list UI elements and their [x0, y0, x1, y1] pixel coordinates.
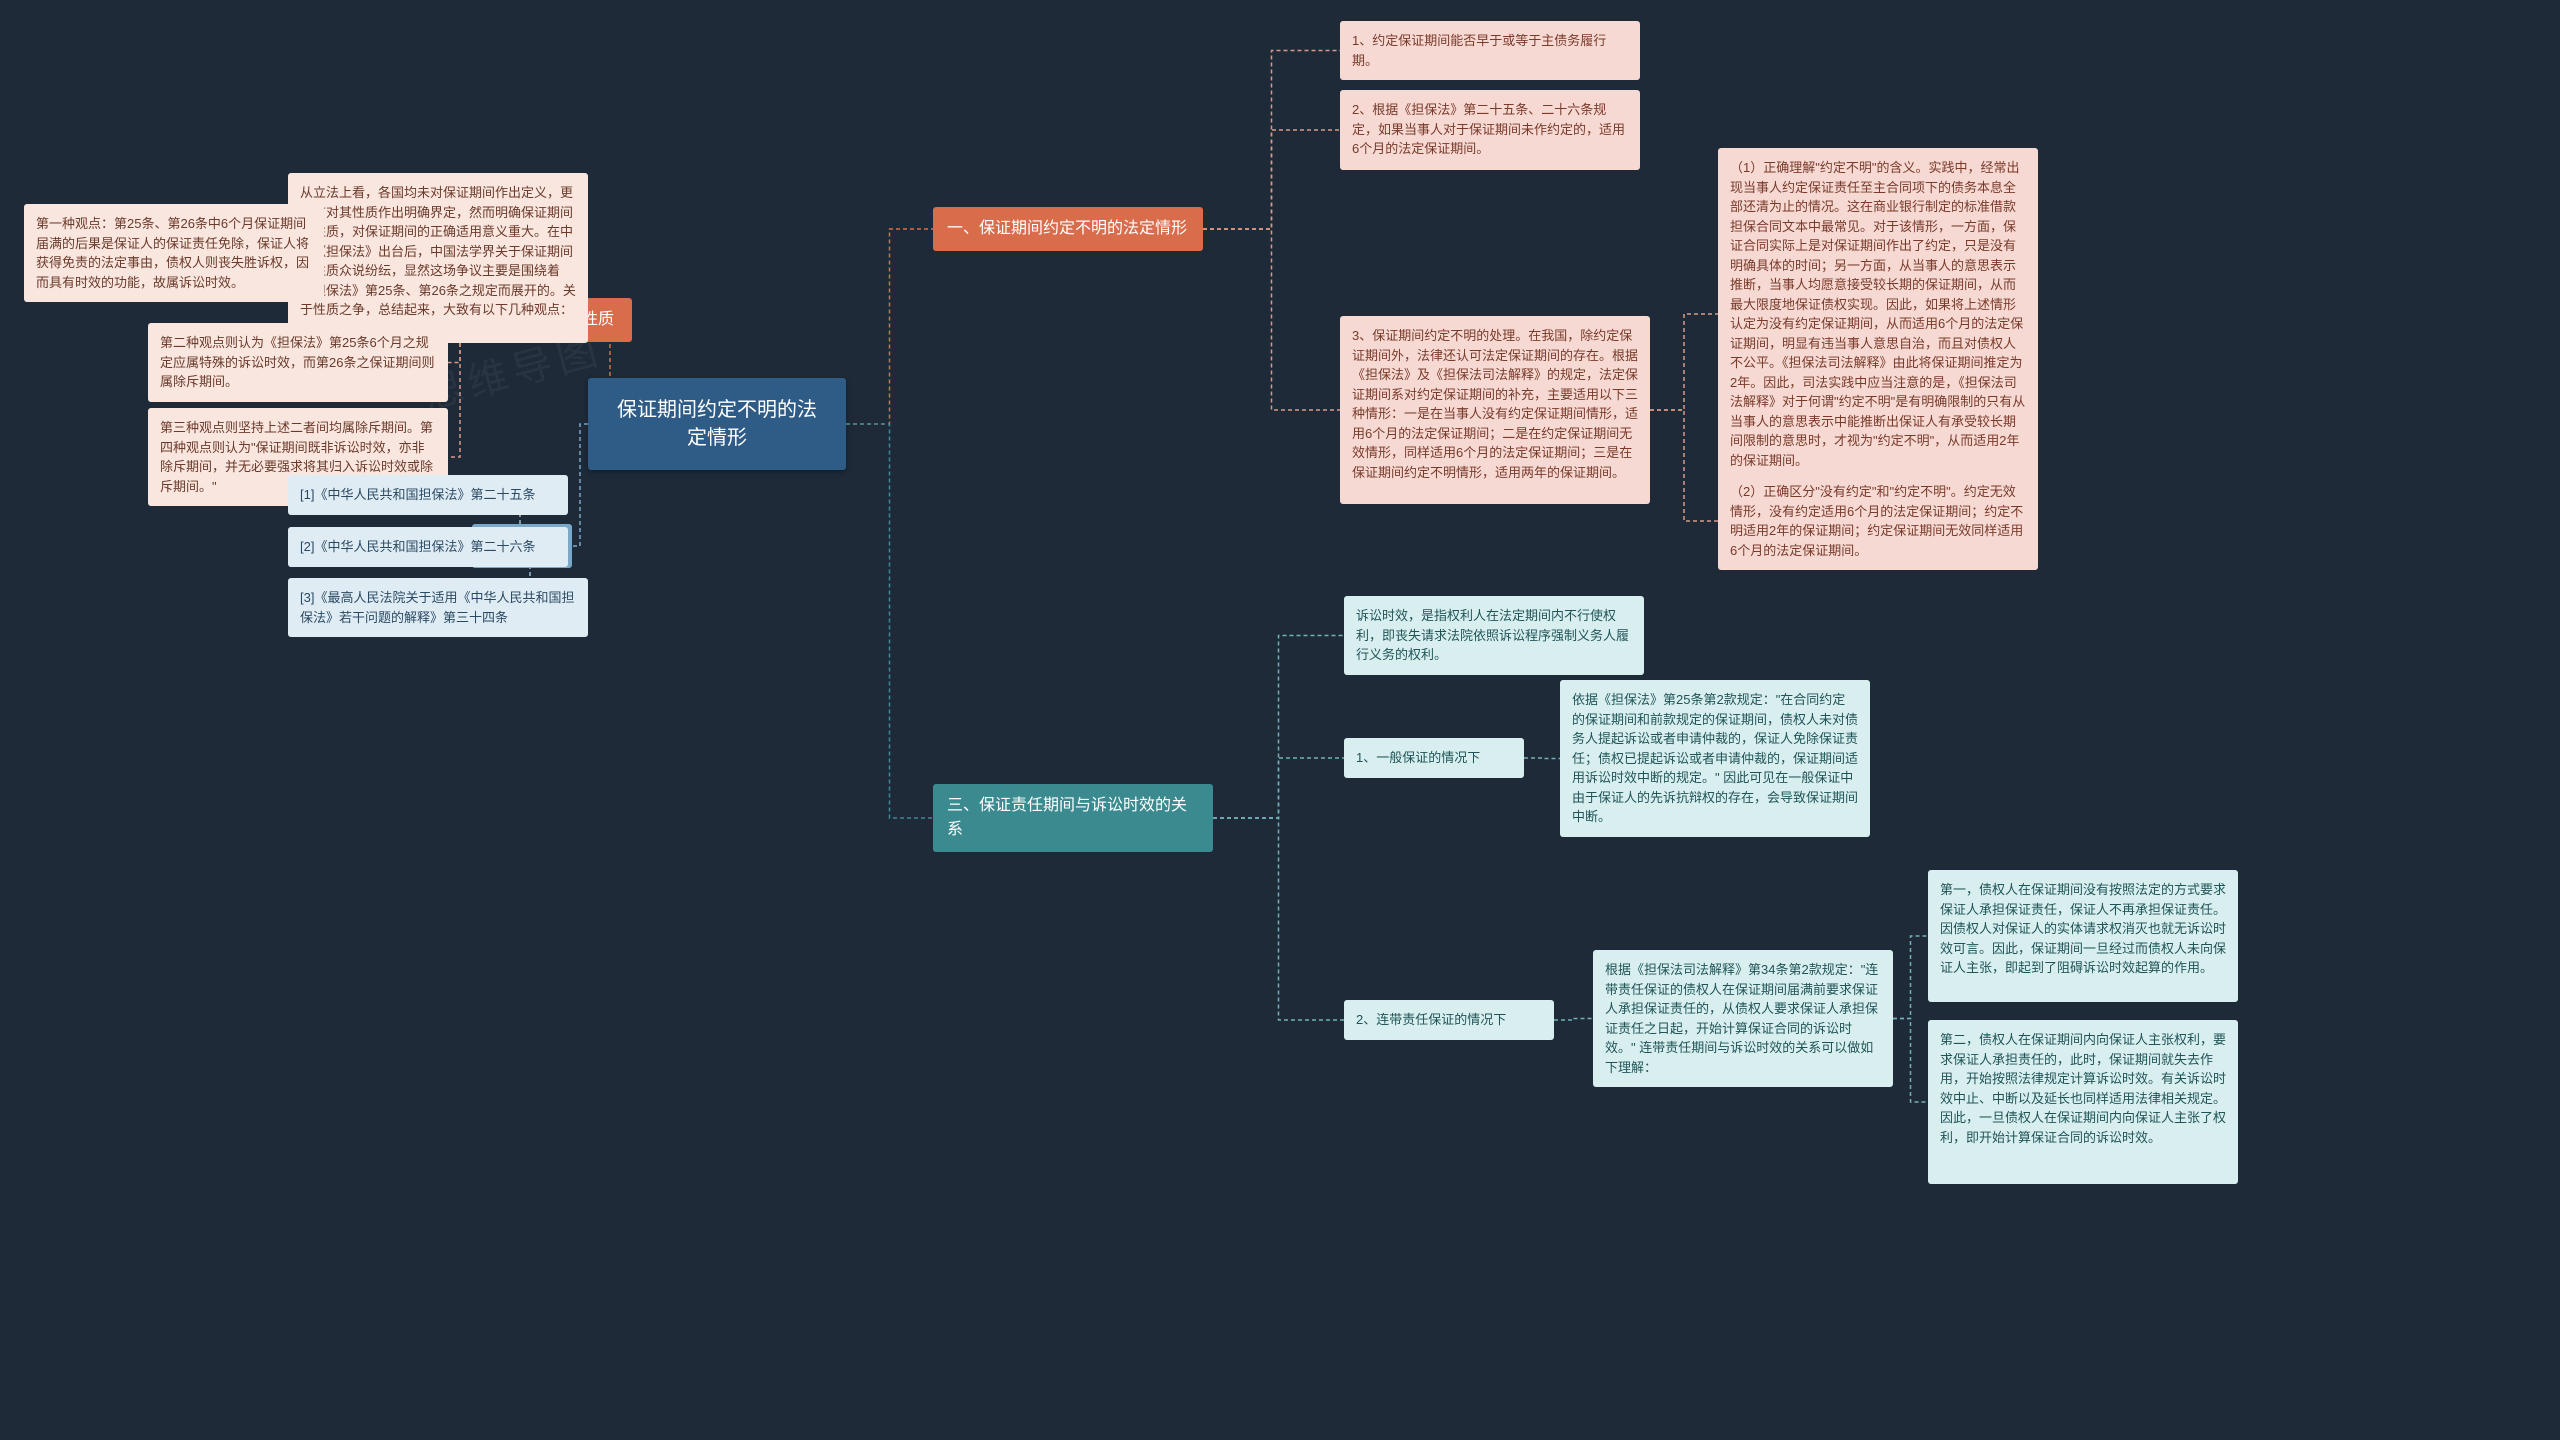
node-b1a[interactable]: 1、约定保证期间能否早于或等于主债务履行期。	[1340, 21, 1640, 80]
node-text: 1、约定保证期间能否早于或等于主债务履行期。	[1352, 33, 1606, 68]
node-text: 第二，债权人在保证期间内向保证人主张权利，要求保证人承担责任的，此时，保证期间就…	[1940, 1032, 2226, 1145]
node-text: 从立法上看，各国均未对保证期间作出定义，更没有对其性质作出明确界定，然而明确保证…	[300, 185, 576, 317]
node-text: 根据《担保法司法解释》第34条第2款规定："连带责任保证的债权人在保证期间届满前…	[1605, 962, 1878, 1075]
node-text: 第一种观点：第25条、第26条中6个月保证期间届满的后果是保证人的保证责任免除，…	[36, 216, 309, 290]
node-b4[interactable]: 三、保证责任期间与诉讼时效的关系	[933, 784, 1213, 852]
node-b1b[interactable]: 2、根据《担保法》第二十五条、二十六条规定，如果当事人对于保证期间未作约定的，适…	[1340, 90, 1640, 170]
node-b2a[interactable]: 从立法上看，各国均未对保证期间作出定义，更没有对其性质作出明确界定，然而明确保证…	[288, 173, 588, 343]
node-b3a[interactable]: [1]《中华人民共和国担保法》第二十五条	[288, 475, 568, 515]
node-text: [2]《中华人民共和国担保法》第二十六条	[300, 539, 535, 554]
node-b1c[interactable]: 3、保证期间约定不明的处理。在我国，除约定保证期间外，法律还认可法定保证期间的存…	[1340, 316, 1650, 504]
node-text: 第一，债权人在保证期间没有按照法定的方式要求保证人承担保证责任，保证人不再承担保…	[1940, 882, 2226, 975]
node-text: 2、根据《担保法》第二十五条、二十六条规定，如果当事人对于保证期间未作约定的，适…	[1352, 102, 1625, 156]
node-b1c2[interactable]: （2）正确区分"没有约定"和"约定不明"。约定无效情形，没有约定适用6个月的法定…	[1718, 472, 2038, 570]
node-b1c1[interactable]: （1）正确理解"约定不明"的含义。实践中，经常出现当事人约定保证责任至主合同项下…	[1718, 148, 2038, 480]
node-b3c[interactable]: [3]《最高人民法院关于适用《中华人民共和国担保法》若干问题的解释》第三十四条	[288, 578, 588, 637]
connector	[1213, 758, 1344, 818]
connector	[1213, 818, 1344, 1020]
node-text: 诉讼时效，是指权利人在法定期间内不行使权利，即丧失请求法院依照诉讼程序强制义务人…	[1356, 608, 1629, 662]
node-text: 一、保证期间约定不明的法定情形	[947, 220, 1187, 237]
node-text: （2）正确区分"没有约定"和"约定不明"。约定无效情形，没有约定适用6个月的法定…	[1730, 484, 2023, 558]
node-text: 三、保证责任期间与诉讼时效的关系	[947, 797, 1187, 838]
node-b2b[interactable]: 第二种观点则认为《担保法》第25条6个月之规定应属特殊的诉讼时效，而第26条之保…	[148, 323, 448, 402]
node-text: 3、保证期间约定不明的处理。在我国，除约定保证期间外，法律还认可法定保证期间的存…	[1352, 328, 1638, 480]
node-b4c1a[interactable]: 第一，债权人在保证期间没有按照法定的方式要求保证人承担保证责任，保证人不再承担保…	[1928, 870, 2238, 1002]
connector	[1203, 130, 1340, 229]
connector	[1524, 758, 1560, 759]
connector	[846, 229, 933, 424]
node-text: [3]《最高人民法院关于适用《中华人民共和国担保法》若干问题的解释》第三十四条	[300, 590, 574, 625]
node-b4a[interactable]: 诉讼时效，是指权利人在法定期间内不行使权利，即丧失请求法院依照诉讼程序强制义务人…	[1344, 596, 1644, 675]
node-b4b1[interactable]: 依据《担保法》第25条第2款规定："在合同约定的保证期间和前款规定的保证期间，债…	[1560, 680, 1870, 837]
connector	[846, 424, 933, 818]
node-b4b[interactable]: 1、一般保证的情况下	[1344, 738, 1524, 778]
node-b4c1b[interactable]: 第二，债权人在保证期间内向保证人主张权利，要求保证人承担责任的，此时，保证期间就…	[1928, 1020, 2238, 1184]
node-root[interactable]: 保证期间约定不明的法定情形	[588, 378, 846, 470]
node-text: 保证期间约定不明的法定情形	[617, 399, 817, 449]
mindmap-canvas: 思维导图 保证期间约定不明的法定情形一、保证期间约定不明的法定情形1、约定保证期…	[0, 0, 2560, 1440]
connector	[1554, 1019, 1593, 1021]
node-text: 第二种观点则认为《担保法》第25条6个月之规定应属特殊的诉讼时效，而第26条之保…	[160, 335, 434, 389]
node-b4c[interactable]: 2、连带责任保证的情况下	[1344, 1000, 1554, 1040]
connector	[1650, 410, 1718, 521]
node-text: （1）正确理解"约定不明"的含义。实践中，经常出现当事人约定保证责任至主合同项下…	[1730, 160, 2025, 468]
connector	[1203, 229, 1340, 410]
connector	[572, 424, 588, 546]
node-b1[interactable]: 一、保证期间约定不明的法定情形	[933, 207, 1203, 251]
node-b3b[interactable]: [2]《中华人民共和国担保法》第二十六条	[288, 527, 568, 567]
node-text: 依据《担保法》第25条第2款规定："在合同约定的保证期间和前款规定的保证期间，债…	[1572, 692, 1858, 824]
connector	[1650, 314, 1718, 410]
connector	[1213, 636, 1344, 819]
node-text: 1、一般保证的情况下	[1356, 750, 1480, 765]
node-text: [1]《中华人民共和国担保法》第二十五条	[300, 487, 535, 502]
connector	[1893, 936, 1928, 1019]
node-b2a1[interactable]: 第一种观点：第25条、第26条中6个月保证期间届满的后果是保证人的保证责任免除，…	[24, 204, 324, 302]
connector	[1203, 51, 1340, 230]
node-b4c1[interactable]: 根据《担保法司法解释》第34条第2款规定："连带责任保证的债权人在保证期间届满前…	[1593, 950, 1893, 1087]
connector	[1893, 1019, 1928, 1103]
node-text: 2、连带责任保证的情况下	[1356, 1012, 1506, 1027]
